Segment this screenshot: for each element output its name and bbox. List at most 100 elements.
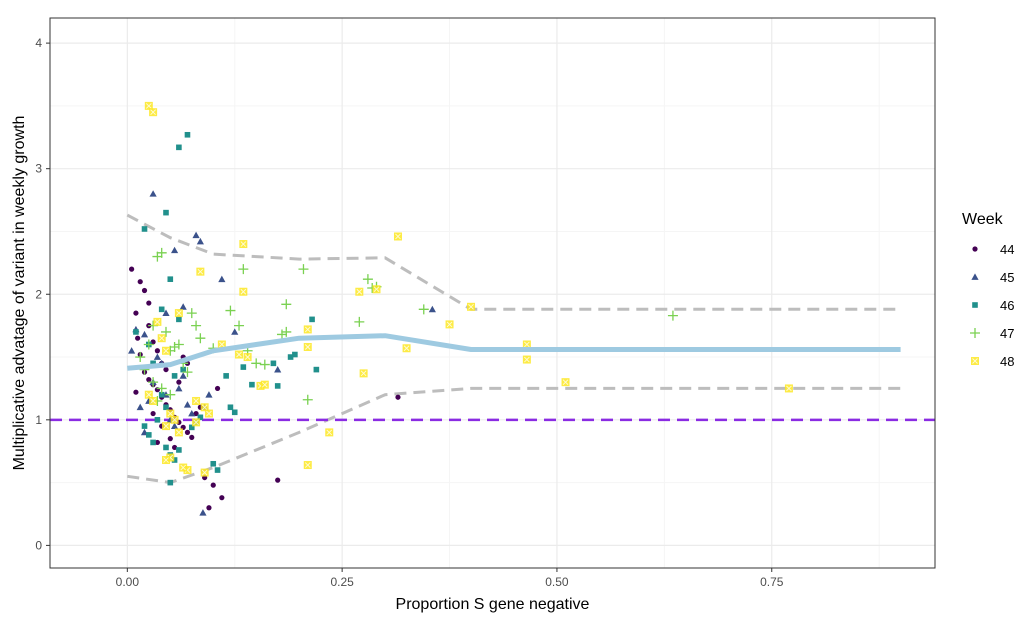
- point-week-45: [428, 305, 436, 313]
- point-week-48: [161, 456, 170, 465]
- point-week-47: [156, 383, 167, 394]
- point-week-47: [298, 264, 309, 275]
- point-week-48: [204, 409, 213, 418]
- point-week-47: [362, 274, 373, 285]
- point-week-48: [174, 428, 183, 437]
- y-tick-label: 3: [35, 162, 42, 176]
- point-week-48: [192, 418, 201, 427]
- point-week-44: [129, 266, 135, 272]
- point-week-46: [249, 381, 255, 388]
- point-week-45: [274, 365, 282, 373]
- point-week-46: [158, 306, 165, 313]
- point-week-48: [303, 342, 312, 351]
- point-week-44: [133, 310, 139, 316]
- point-week-46: [210, 460, 217, 467]
- legend-item-week-45: 45: [971, 270, 1014, 285]
- point-week-45: [170, 246, 179, 254]
- point-week-45: [149, 190, 157, 197]
- point-week-48: [144, 390, 153, 399]
- point-week-45: [153, 353, 162, 360]
- point-week-45: [192, 231, 200, 239]
- point-week-46: [171, 457, 178, 463]
- point-week-46: [223, 373, 229, 379]
- grid: [50, 18, 935, 568]
- point-week-46: [150, 439, 156, 446]
- series-week-45: [128, 190, 436, 516]
- point-week-46: [231, 409, 238, 416]
- legend-key-week-44: [972, 246, 978, 252]
- point-week-46: [141, 423, 148, 429]
- point-week-46: [180, 366, 186, 373]
- point-week-46: [274, 383, 281, 389]
- legend-item-week-44: 44: [972, 242, 1014, 257]
- point-week-45: [218, 275, 226, 283]
- point-week-47: [276, 329, 287, 340]
- point-week-47: [281, 326, 292, 337]
- point-week-48: [161, 422, 170, 431]
- point-week-44: [146, 300, 152, 306]
- y-axis-title: Multiplicative advatage of variant in we…: [11, 116, 28, 471]
- legend-item-week-47: 47: [970, 326, 1014, 341]
- point-week-45: [140, 330, 149, 338]
- point-week-44: [189, 434, 195, 441]
- point-week-44: [163, 366, 169, 373]
- legend-label: 46: [1000, 298, 1014, 313]
- point-week-47: [281, 299, 292, 310]
- series-week-47: [135, 247, 678, 406]
- point-week-46: [240, 364, 247, 370]
- point-week-44: [154, 348, 161, 354]
- point-week-45: [170, 422, 179, 429]
- point-week-46: [188, 424, 195, 431]
- point-week-45: [183, 401, 192, 408]
- point-week-48: [144, 101, 153, 110]
- point-week-46: [133, 329, 139, 335]
- point-week-46: [158, 391, 165, 398]
- point-week-46: [163, 444, 169, 451]
- point-week-46: [176, 316, 182, 323]
- point-week-46: [270, 360, 277, 367]
- point-week-47: [354, 316, 365, 327]
- point-week-48: [522, 340, 531, 349]
- point-week-46: [184, 131, 191, 138]
- point-week-47: [259, 359, 270, 370]
- point-week-46: [167, 479, 174, 486]
- legend-item-week-48: 48: [971, 354, 1014, 369]
- fit-line: [127, 333, 901, 371]
- legend-label: 47: [1000, 326, 1014, 341]
- x-tick-label: 0.00: [116, 575, 140, 589]
- lower-confidence-band: [127, 386, 901, 485]
- point-week-45: [128, 347, 136, 354]
- point-week-48: [303, 461, 312, 470]
- point-week-47: [173, 339, 184, 350]
- legend-item-week-46: 46: [972, 298, 1014, 313]
- point-week-46: [176, 447, 182, 453]
- point-week-45: [179, 372, 187, 379]
- legend: Week 44 45 46 47 48: [962, 211, 1014, 369]
- legend-title: Week: [962, 211, 1004, 228]
- point-week-47: [148, 377, 159, 388]
- point-week-48: [467, 302, 476, 311]
- point-week-48: [170, 415, 179, 424]
- point-week-46: [171, 373, 178, 379]
- point-week-48: [393, 232, 402, 241]
- point-week-46: [214, 467, 221, 473]
- point-week-46: [176, 144, 182, 151]
- point-week-44: [150, 410, 156, 417]
- x-tick-label: 0.50: [545, 575, 569, 589]
- point-week-46: [146, 432, 152, 438]
- point-week-44: [206, 505, 212, 511]
- point-week-48: [243, 353, 252, 362]
- point-week-48: [196, 267, 205, 276]
- legend-key-week-47: [970, 328, 980, 338]
- point-week-45: [136, 403, 144, 411]
- point-week-44: [167, 436, 173, 442]
- axes: 0.00 0.25 0.50 0.75 0 1 2 3 4: [35, 36, 783, 589]
- y-tick-label: 2: [35, 287, 42, 301]
- point-week-48: [200, 468, 209, 477]
- point-week-47: [191, 320, 202, 331]
- point-week-48: [166, 409, 175, 418]
- y-tick-label: 0: [35, 538, 42, 552]
- point-week-44: [210, 482, 216, 488]
- point-week-47: [251, 358, 262, 369]
